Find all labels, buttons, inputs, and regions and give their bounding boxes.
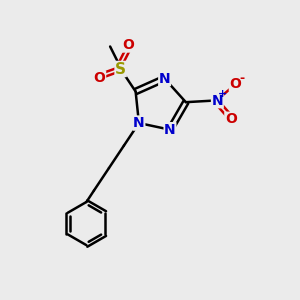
Text: N: N xyxy=(133,116,145,130)
Text: -: - xyxy=(239,72,244,85)
Text: O: O xyxy=(122,38,134,52)
Text: N: N xyxy=(212,94,223,108)
Text: O: O xyxy=(230,77,241,91)
Text: N: N xyxy=(159,72,170,86)
Text: O: O xyxy=(225,112,237,126)
Text: N: N xyxy=(164,123,176,137)
Text: +: + xyxy=(218,89,227,99)
Text: O: O xyxy=(94,71,106,85)
Text: S: S xyxy=(115,61,126,76)
